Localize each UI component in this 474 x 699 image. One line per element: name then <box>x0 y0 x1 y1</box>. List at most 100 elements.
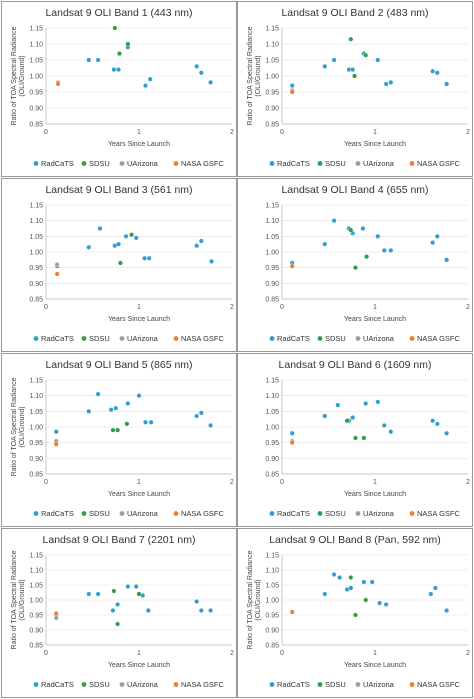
data-point-radcats <box>432 585 438 591</box>
data-point-radcats <box>146 255 152 261</box>
data-point-radcats <box>430 68 436 74</box>
data-point-radcats <box>444 430 450 436</box>
legend-marker <box>81 511 87 516</box>
x-tick-label: 2 <box>230 129 234 136</box>
x-axis-label: Years Since Launch <box>344 662 406 669</box>
x-tick-label: 0 <box>44 304 48 311</box>
y-tick-label: 0.90 <box>265 281 279 288</box>
data-point-radcats <box>208 422 214 428</box>
x-tick-label: 2 <box>230 479 234 486</box>
legend-label: NASA GSFC <box>181 159 225 168</box>
legend-label: RadCaTS <box>277 159 310 168</box>
y-tick-label: 1.15 <box>29 378 43 385</box>
y-axis-label: Ratio of TOA Spectral Radiance <box>11 26 18 125</box>
y-tick-label: 1.10 <box>265 218 279 225</box>
legend-marker <box>409 682 415 687</box>
y-tick-label: 1.00 <box>29 598 43 605</box>
legend-label: SDSU <box>89 159 110 168</box>
y-tick-label: 0.85 <box>29 122 43 129</box>
legend-marker <box>33 511 39 516</box>
data-point-radcats <box>434 70 440 76</box>
y-tick-label: 0.85 <box>29 472 43 479</box>
legend-marker <box>81 161 87 166</box>
legend-label: SDSU <box>325 334 346 343</box>
data-point-radcats <box>322 63 328 69</box>
data-point-radcats <box>53 429 59 435</box>
data-point-radcats <box>86 591 92 597</box>
data-point-sdsu <box>116 51 122 57</box>
data-point-sdsu <box>112 25 118 31</box>
data-point-radcats <box>375 57 381 63</box>
x-tick-label: 0 <box>44 129 48 136</box>
x-axis-label: Years Since Launch <box>108 491 170 498</box>
legend-label: NASA GSFC <box>417 680 461 689</box>
y-tick-label: 1.15 <box>265 378 279 385</box>
x-axis-label: Years Since Launch <box>344 316 406 323</box>
data-point-radcats <box>377 600 383 606</box>
data-point-radcats <box>136 393 142 399</box>
y-tick-label: 0.85 <box>265 297 279 304</box>
data-point-radcats <box>444 607 450 613</box>
data-point-sdsu <box>344 418 350 424</box>
y-tick-label: 1.15 <box>265 203 279 210</box>
data-point-nasa-gsfc <box>55 81 61 87</box>
legend-marker <box>317 336 323 341</box>
x-tick-label: 2 <box>466 129 470 136</box>
data-point-radcats <box>375 233 381 239</box>
data-point-radcats <box>97 226 103 232</box>
y-tick-label: 1.10 <box>29 393 43 400</box>
x-tick-label: 0 <box>280 129 284 136</box>
data-point-sdsu <box>124 421 130 427</box>
data-point-radcats <box>194 243 200 249</box>
data-point-radcats <box>383 601 389 607</box>
x-tick-label: 0 <box>44 650 48 657</box>
data-point-radcats <box>142 255 148 261</box>
chart-panel-band-4: Landsat 9 OLI Band 4 (655 nm) 0.85 0.90 0.9… <box>237 178 473 352</box>
chart-svg: Landsat 9 OLI Band 7 (2201 nm) 0.85 0.90 0.… <box>11 534 234 689</box>
x-tick-label: 0 <box>280 479 284 486</box>
y-tick-label: 1.05 <box>265 583 279 590</box>
y-tick-label: 0.85 <box>265 122 279 129</box>
x-tick-label: 1 <box>137 129 141 136</box>
data-point-radcats <box>335 402 341 408</box>
data-point-radcats <box>331 572 337 578</box>
data-point-radcats <box>145 607 151 613</box>
legend-label: NASA GSFC <box>417 509 461 518</box>
data-point-sdsu <box>125 41 131 47</box>
data-point-radcats <box>337 575 343 581</box>
y-tick-label: 1.15 <box>265 26 279 33</box>
data-point-radcats <box>86 408 92 414</box>
legend-label: NASA GSFC <box>181 334 225 343</box>
data-point-radcats <box>348 585 354 591</box>
data-point-radcats <box>289 430 295 436</box>
y-tick-label: 1.10 <box>265 42 279 49</box>
data-point-radcats <box>86 244 92 250</box>
data-point-radcats <box>381 247 387 253</box>
y-tick-label: 1.05 <box>265 234 279 241</box>
data-point-nasa-gsfc <box>289 440 295 446</box>
legend-marker <box>119 336 125 341</box>
legend-label: RadCaTS <box>41 334 74 343</box>
x-tick-label: 1 <box>137 479 141 486</box>
data-point-radcats <box>198 607 204 613</box>
data-point-radcats <box>125 401 131 407</box>
data-point-nasa-gsfc <box>289 263 295 269</box>
legend-label: SDSU <box>325 680 346 689</box>
legend-label: SDSU <box>89 509 110 518</box>
data-point-nasa-gsfc <box>289 89 295 95</box>
data-point-radcats <box>86 57 92 63</box>
data-point-nasa-gsfc <box>53 610 59 616</box>
legend-marker <box>269 511 275 516</box>
legend-label: UArizona <box>127 334 159 343</box>
legend-marker <box>119 161 125 166</box>
y-tick-label: 1.10 <box>265 568 279 575</box>
legend-label: SDSU <box>325 159 346 168</box>
data-point-sdsu <box>117 260 123 266</box>
data-point-radcats <box>322 591 328 597</box>
x-tick-label: 1 <box>373 479 377 486</box>
data-point-radcats <box>388 429 394 435</box>
legend-marker <box>33 336 39 341</box>
y-tick-label: 0.85 <box>265 643 279 650</box>
legend-marker <box>355 511 361 516</box>
data-point-radcats <box>361 579 367 585</box>
